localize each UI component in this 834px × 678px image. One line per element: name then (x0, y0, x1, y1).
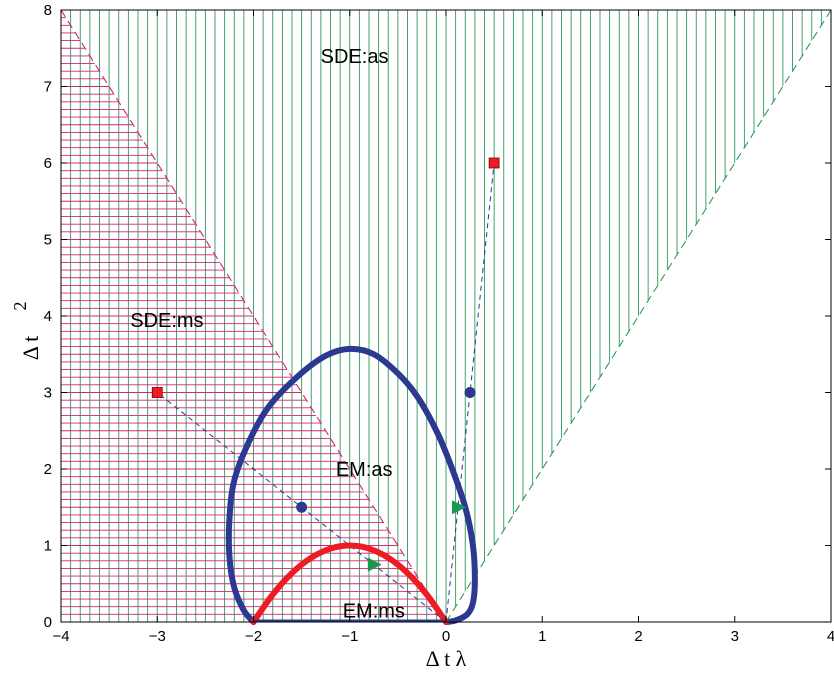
x-tick-label: 2 (634, 628, 642, 645)
x-tick-label: 0 (442, 628, 450, 645)
x-axis-label: Δ t λ (426, 646, 467, 671)
x-tick-label: −1 (341, 628, 358, 645)
stability-curves (225, 345, 478, 625)
circle-marker (464, 387, 476, 398)
x-tick-label: −4 (52, 628, 69, 645)
region-labels: SDE:as SDE:ms EM:as EM:ms (130, 46, 405, 623)
em-as-curve (225, 345, 478, 625)
x-tick-label: 4 (827, 628, 834, 645)
y-tick-label: 3 (44, 385, 52, 402)
x-tick-label: 1 (538, 628, 546, 645)
circle-marker (296, 501, 308, 513)
region-label: SDE:as (321, 46, 389, 68)
data-markers (151, 157, 500, 572)
y-tick-label: 6 (44, 155, 52, 172)
y-tick-label: 4 (44, 308, 52, 325)
y-tick-label: 7 (44, 79, 52, 96)
boundary-line (445, 10, 831, 622)
y-axis-label-group: Δ t 2 (10, 302, 43, 361)
y-axis-label: Δ t (18, 336, 43, 361)
y-tick-label: 1 (44, 538, 52, 555)
x-tick-label: −3 (149, 628, 166, 645)
axis-ticks: −4 −3 −2 −1 0 1 2 3 4 0 1 2 3 4 5 6 7 8 (44, 2, 834, 645)
region-label: SDE:ms (130, 310, 203, 332)
dashed-path-line (445, 162, 495, 622)
triangle-marker (367, 557, 382, 572)
triangle-marker (452, 500, 467, 515)
square-marker (151, 387, 163, 398)
x-tick-label: 3 (731, 628, 739, 645)
y-tick-label: 8 (44, 2, 52, 19)
region-label: EM:ms (343, 601, 405, 623)
y-axis-label-superscript: 2 (10, 302, 30, 311)
y-tick-label: 0 (44, 614, 52, 631)
region-label: EM:as (336, 459, 393, 481)
x-tick-label: −2 (245, 628, 262, 645)
region-boundaries (61, 10, 831, 622)
square-marker (488, 157, 500, 169)
y-tick-label: 5 (44, 232, 52, 249)
y-tick-label: 2 (44, 461, 52, 478)
em-ms-curve (250, 542, 449, 625)
boundary-line (61, 10, 447, 622)
